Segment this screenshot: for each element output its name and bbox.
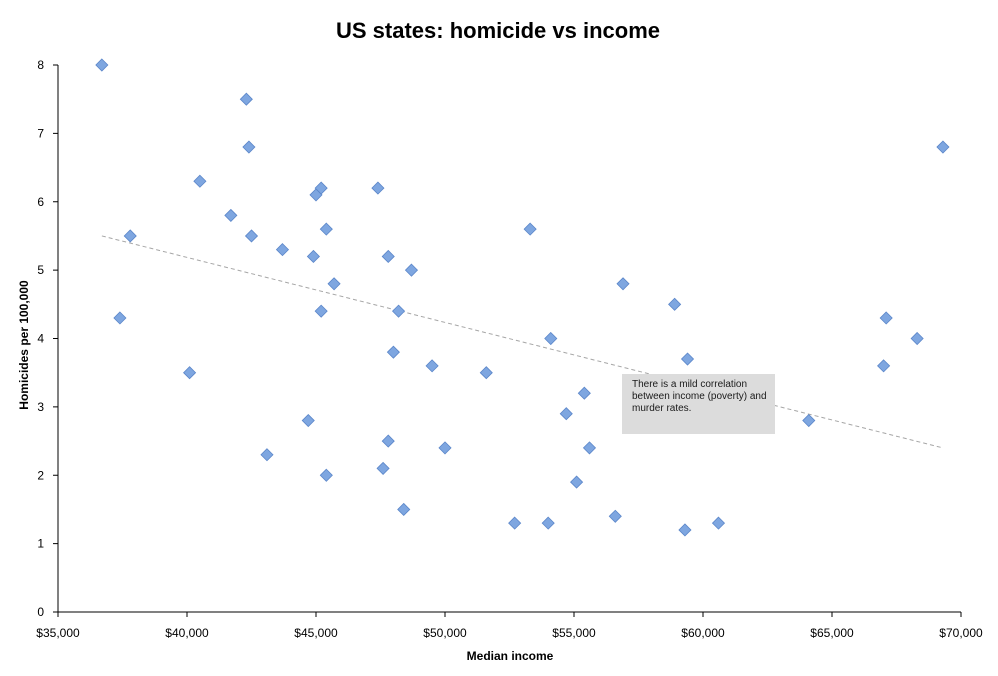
y-tick-label: 0 <box>37 605 44 619</box>
data-point <box>936 140 950 154</box>
trendline <box>101 235 944 449</box>
data-point <box>678 523 692 537</box>
data-points <box>95 58 950 537</box>
data-point <box>544 331 558 346</box>
data-point <box>381 249 395 264</box>
x-tick-label: $65,000 <box>810 626 854 640</box>
data-point <box>479 366 493 380</box>
data-point <box>559 407 573 421</box>
x-tick-label: $35,000 <box>36 626 80 640</box>
data-point <box>404 263 419 277</box>
annotation-text: There is a mild correlation between inco… <box>632 379 767 414</box>
data-point <box>319 468 333 482</box>
y-tick-label: 5 <box>37 263 44 277</box>
chart-title: US states: homicide vs income <box>336 18 660 43</box>
data-point <box>314 181 328 195</box>
data-point <box>376 461 390 475</box>
data-point <box>327 277 341 291</box>
x-tick-label: $55,000 <box>552 626 596 640</box>
data-point <box>224 208 238 222</box>
y-tick-label: 6 <box>37 195 44 209</box>
data-point <box>242 140 256 154</box>
data-point <box>668 297 682 311</box>
x-tick-label: $50,000 <box>423 626 467 640</box>
x-tick-label: $60,000 <box>681 626 725 640</box>
data-point <box>260 448 274 462</box>
data-point <box>877 359 891 373</box>
data-point <box>570 475 584 489</box>
annotation-box: There is a mild correlation between inco… <box>622 374 775 434</box>
data-point <box>319 222 333 236</box>
data-point <box>314 304 328 318</box>
data-point <box>113 311 127 325</box>
data-point <box>301 413 315 428</box>
y-tick-label: 3 <box>37 400 44 414</box>
data-point <box>95 58 109 72</box>
x-axis-title: Median income <box>467 649 554 663</box>
data-point <box>386 345 400 359</box>
x-tick-label: $70,000 <box>939 626 983 640</box>
x-tick-label: $45,000 <box>294 626 338 640</box>
y-tick-label: 4 <box>37 332 44 346</box>
x-tick-label: $40,000 <box>165 626 209 640</box>
data-point <box>391 304 406 318</box>
data-point <box>616 277 630 291</box>
y-axis-title: Homicides per 100,000 <box>17 280 31 410</box>
data-point <box>306 249 320 264</box>
data-point <box>577 386 591 400</box>
data-point <box>381 434 395 448</box>
data-point <box>582 441 597 455</box>
x-axis-ticks: $35,000 $40,000 $45,000 $50,000 $55,000 $60,0… <box>36 612 983 640</box>
data-point <box>523 222 537 236</box>
y-tick-label: 1 <box>37 537 44 551</box>
data-point <box>879 311 893 325</box>
data-point <box>371 181 385 195</box>
data-point <box>183 366 197 380</box>
data-point <box>680 352 695 366</box>
data-point <box>802 413 816 428</box>
y-tick-label: 7 <box>37 126 44 140</box>
y-axis-ticks: 0 1 2 3 4 5 6 7 8 <box>37 58 58 619</box>
data-point <box>397 502 411 517</box>
data-point <box>910 331 924 346</box>
data-point <box>508 516 522 530</box>
data-point <box>239 92 253 106</box>
y-tick-label: 2 <box>37 468 44 482</box>
data-point <box>275 243 290 257</box>
data-point <box>438 441 452 455</box>
data-point <box>193 174 207 188</box>
data-point <box>541 516 555 530</box>
data-point <box>425 359 439 373</box>
data-point <box>608 509 622 523</box>
data-point <box>711 516 726 530</box>
data-point <box>244 229 259 243</box>
data-point <box>123 229 137 243</box>
y-tick-label: 8 <box>37 58 44 72</box>
